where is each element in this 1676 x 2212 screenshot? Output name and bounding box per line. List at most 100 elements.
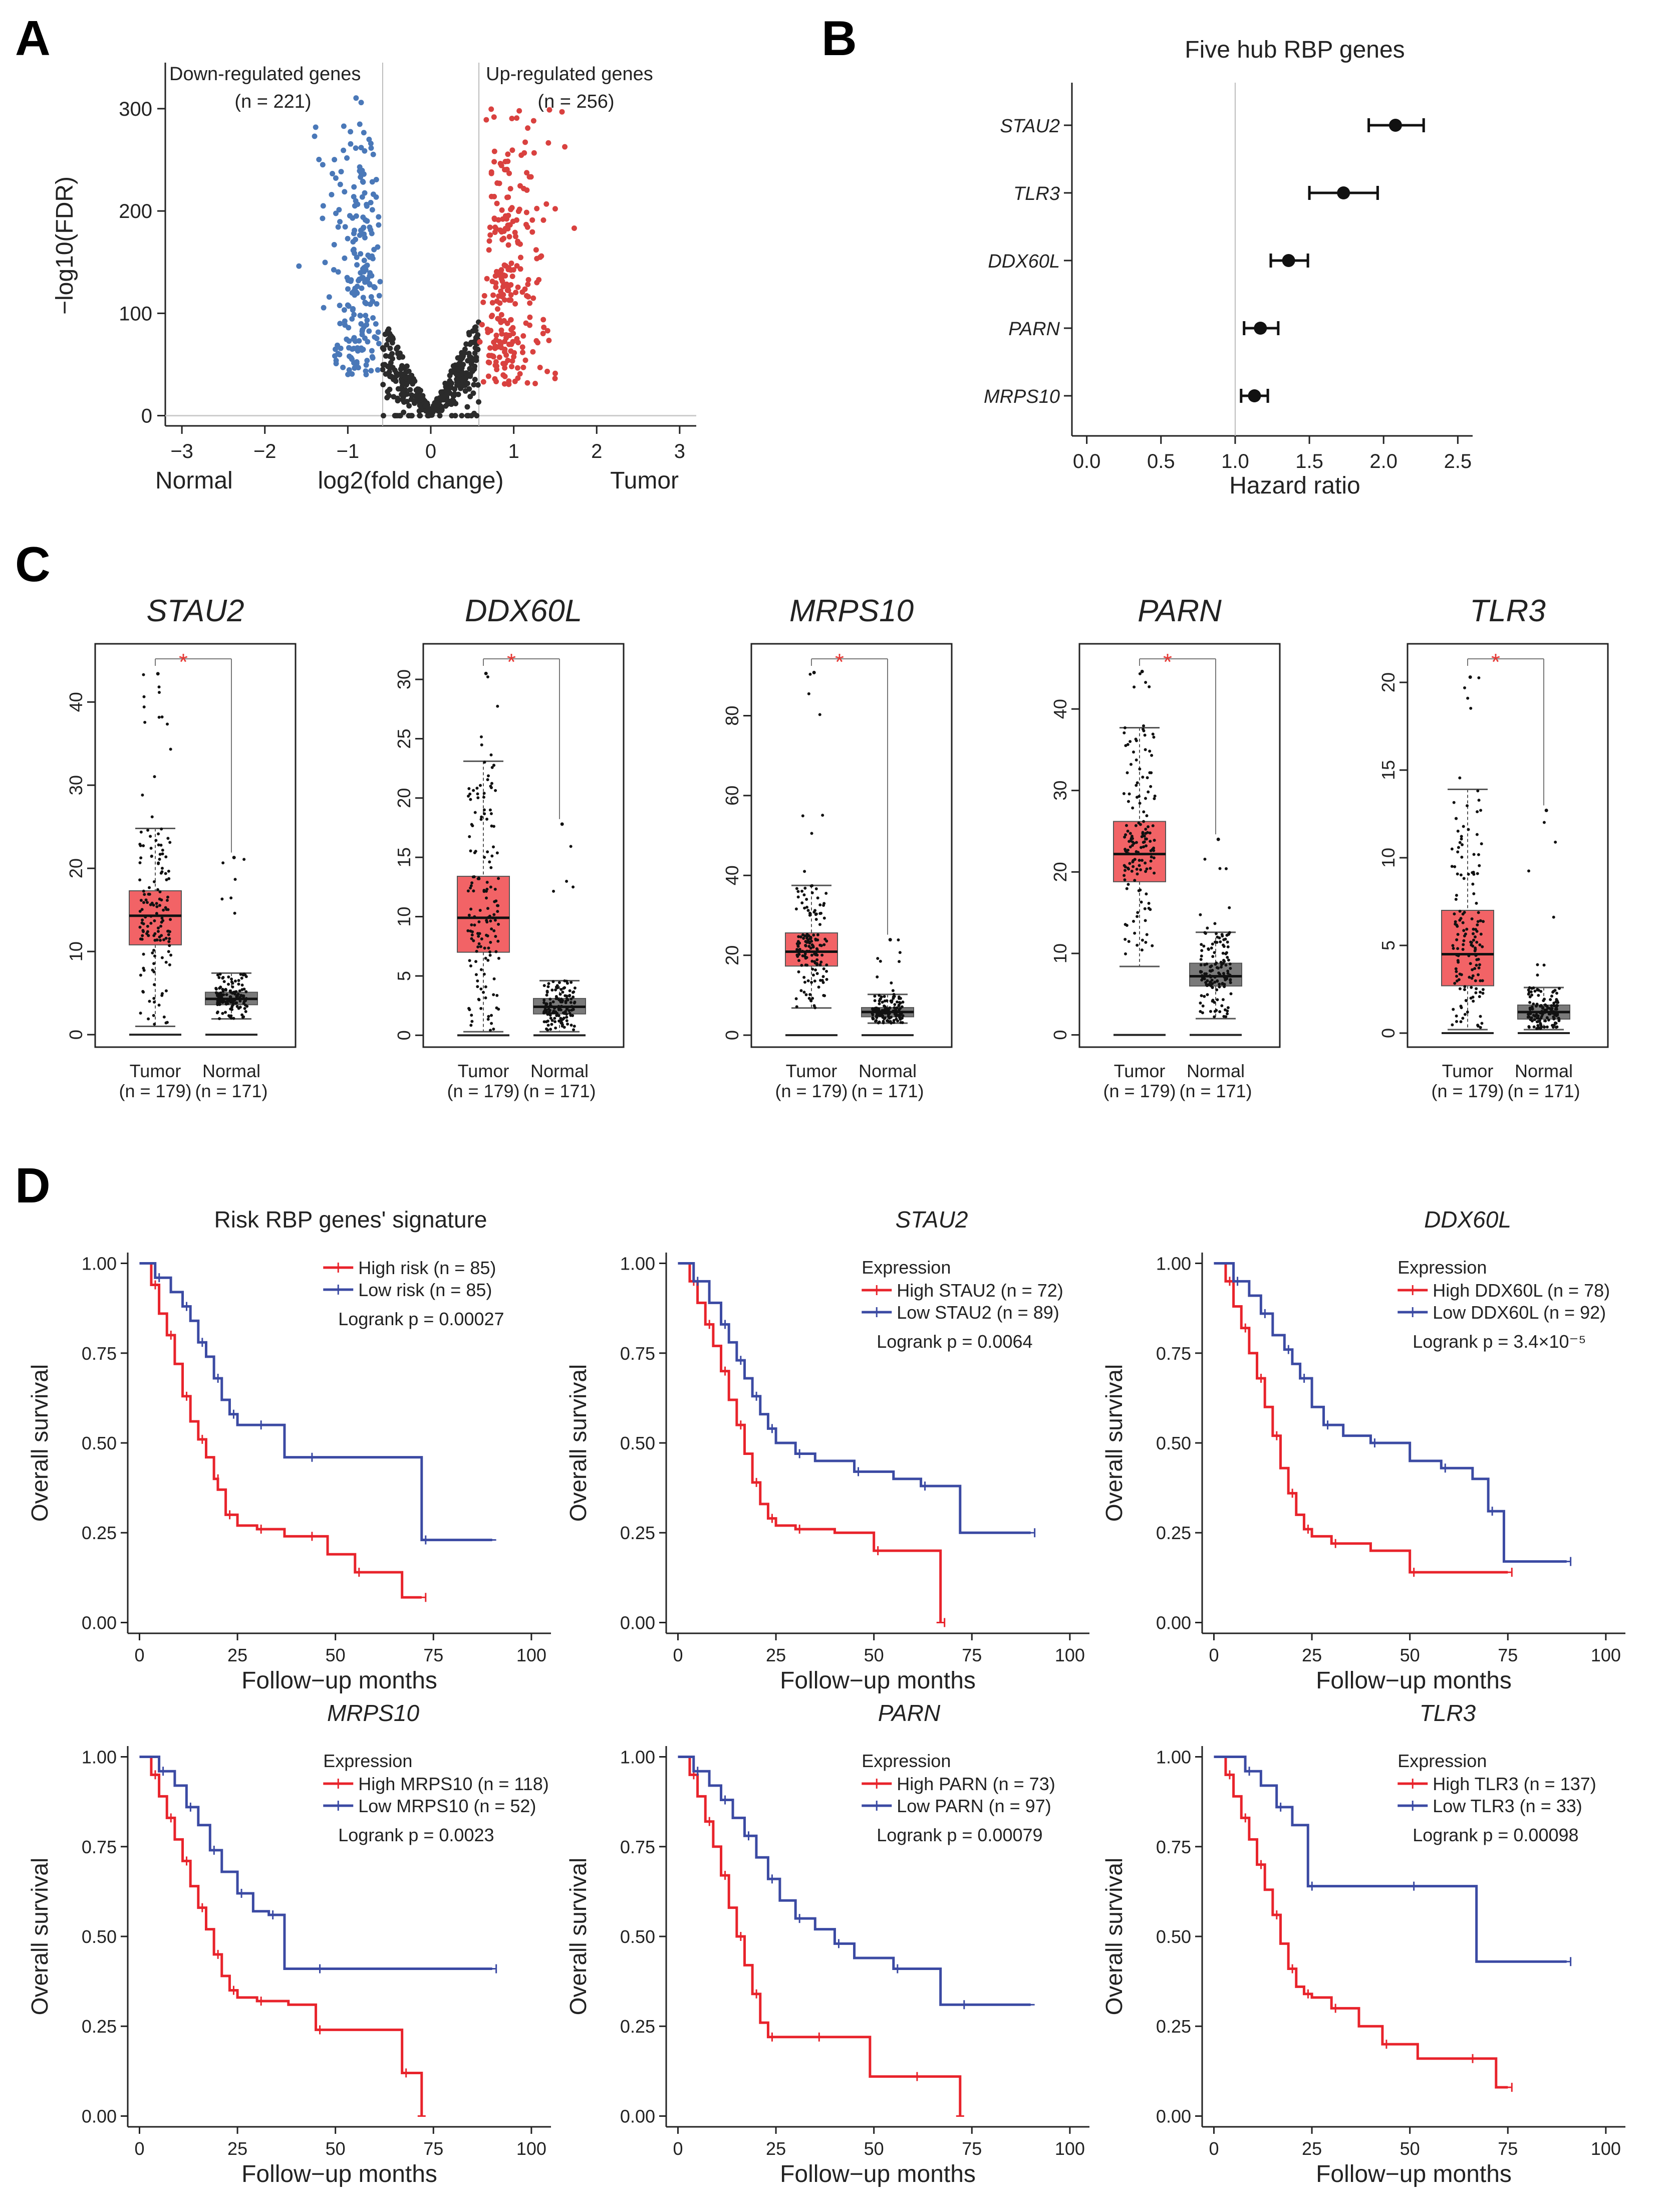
- boxplot-sample-point: [221, 975, 225, 979]
- boxplot-sample-point: [476, 945, 480, 949]
- boxplot-sample-point: [156, 926, 160, 930]
- volcano-point-down: [365, 253, 371, 259]
- volcano-point-up: [502, 365, 508, 371]
- boxplot-sample-point: [160, 898, 163, 902]
- boxplot-sample-point: [1471, 871, 1474, 874]
- volcano-point-up: [501, 262, 507, 268]
- volcano-point-up: [511, 350, 517, 356]
- volcano-point-up: [493, 280, 499, 286]
- boxplot-sample-point: [818, 903, 822, 907]
- volcano-point-down: [364, 358, 370, 364]
- boxplot-group-count: (n = 171): [1507, 1081, 1580, 1101]
- boxplot-sample-point: [214, 991, 218, 995]
- volcano-point-up: [540, 331, 546, 337]
- boxplot-sample-point: [1203, 972, 1207, 975]
- boxplot-sample-point: [243, 1007, 246, 1010]
- boxplot-sample-point: [811, 967, 814, 971]
- boxplot-sample-point: [1136, 781, 1139, 785]
- volcano-point-down: [369, 348, 375, 354]
- boxplot-sample-point: [233, 878, 237, 881]
- boxplot-sample-point: [477, 920, 481, 923]
- boxplot-sample-point: [160, 867, 164, 870]
- volcano-point-ns: [409, 392, 415, 398]
- boxplot-sample-point: [152, 934, 156, 937]
- boxplot-sample-point: [565, 997, 569, 1001]
- boxplot-sample-point: [1528, 1001, 1532, 1004]
- volcano-point-down: [335, 269, 341, 275]
- volcano-point-up: [510, 331, 516, 337]
- boxplot-sample-point: [560, 1005, 563, 1008]
- boxplot-sample-point: [1466, 804, 1469, 808]
- volcano-point-up: [500, 216, 506, 222]
- boxplot-y-tick-label: 0: [722, 1030, 742, 1040]
- volcano-point-down: [368, 145, 374, 151]
- boxplot-sample-point: [1476, 923, 1479, 927]
- boxplot-sample-point: [814, 918, 818, 921]
- boxplot-sample-point: [822, 916, 826, 920]
- volcano-y-axis-title: −log10(FDR): [52, 176, 78, 315]
- volcano-point-up: [486, 247, 492, 253]
- volcano-point-ns: [394, 346, 400, 352]
- volcano-point-down: [376, 214, 382, 220]
- boxplot-sample-point: [227, 982, 230, 986]
- boxplot-sample-point: [492, 929, 496, 932]
- volcano-point-down: [363, 368, 369, 374]
- boxplot-sample-point: [1221, 998, 1225, 1002]
- volcano-point-down: [359, 285, 365, 291]
- boxplot-sample-point: [1147, 825, 1150, 829]
- km-high-curve: [678, 1262, 942, 1623]
- volcano-point-ns: [395, 398, 401, 404]
- boxplot-sample-point: [796, 890, 800, 893]
- boxplot-sample-point: [1458, 987, 1462, 991]
- km-y-tick-label: 0.50: [620, 1433, 655, 1453]
- boxplot-sample-point: [1460, 835, 1463, 838]
- boxplot-sample-point: [1462, 939, 1466, 942]
- volcano-point-ns: [442, 380, 448, 386]
- boxplot-sample-point: [808, 993, 812, 996]
- boxplot-sample-point: [548, 1002, 552, 1005]
- volcano-point-ns: [408, 396, 414, 402]
- boxplot-sample-point: [1140, 859, 1144, 862]
- forest-gene-label: TLR3: [1013, 183, 1060, 204]
- volcano-point-up: [497, 300, 503, 306]
- volcano-point-up: [494, 366, 500, 372]
- boxplot-sample-point: [169, 918, 172, 921]
- boxplot-sample-point: [804, 993, 808, 997]
- boxplot-sample-point: [544, 1027, 548, 1031]
- volcano-point-up: [552, 375, 558, 381]
- boxplot-sample-point: [1479, 991, 1482, 994]
- boxplot-sample-point: [569, 845, 573, 848]
- boxplot-sample-point: [1472, 932, 1475, 935]
- boxplot-sample-point: [812, 910, 816, 914]
- boxplot-sample-point: [573, 987, 577, 990]
- volcano-point-ns: [473, 328, 479, 334]
- boxplot-sample-point: [553, 1007, 556, 1010]
- boxplot-sample-point: [1462, 929, 1466, 932]
- km-y-tick-label: 0.00: [82, 2106, 117, 2126]
- boxplot-sample-point: [1222, 974, 1225, 978]
- volcano-point-down: [365, 276, 371, 282]
- boxplot-sample-point: [556, 986, 560, 990]
- boxplot-sample-point: [238, 989, 241, 993]
- volcano-point-up: [477, 339, 483, 345]
- km-panel-3: 0 25 50 75 1000.000.250.500.751.00Follow−up …: [1101, 1206, 1625, 1694]
- boxplot-sample-point: [1470, 917, 1474, 920]
- boxplot-sample-point: [157, 843, 160, 847]
- boxplot-sample-point: [1229, 978, 1232, 982]
- boxplot-sample-point: [897, 938, 900, 941]
- boxplot-sample-point: [879, 959, 882, 963]
- boxplot-sample-point: [1151, 824, 1155, 828]
- km-y-tick-label: 0.75: [620, 1343, 655, 1364]
- boxplot-sample-point: [1219, 960, 1223, 964]
- boxplot-sample-point: [139, 1012, 142, 1015]
- boxplot-sample-point: [1209, 975, 1213, 979]
- boxplot-sample-point: [1124, 937, 1127, 941]
- boxplot-sample-point: [1479, 979, 1482, 982]
- boxplot-sample-point: [1476, 1024, 1480, 1027]
- boxplot-sample-point: [490, 854, 494, 858]
- boxplot-sample-point: [568, 1009, 571, 1012]
- boxplot-sample-point: [141, 918, 144, 922]
- boxplot-sample-point: [810, 959, 814, 963]
- boxplot-sample-point: [809, 935, 812, 939]
- boxplot-sample-point: [149, 846, 153, 850]
